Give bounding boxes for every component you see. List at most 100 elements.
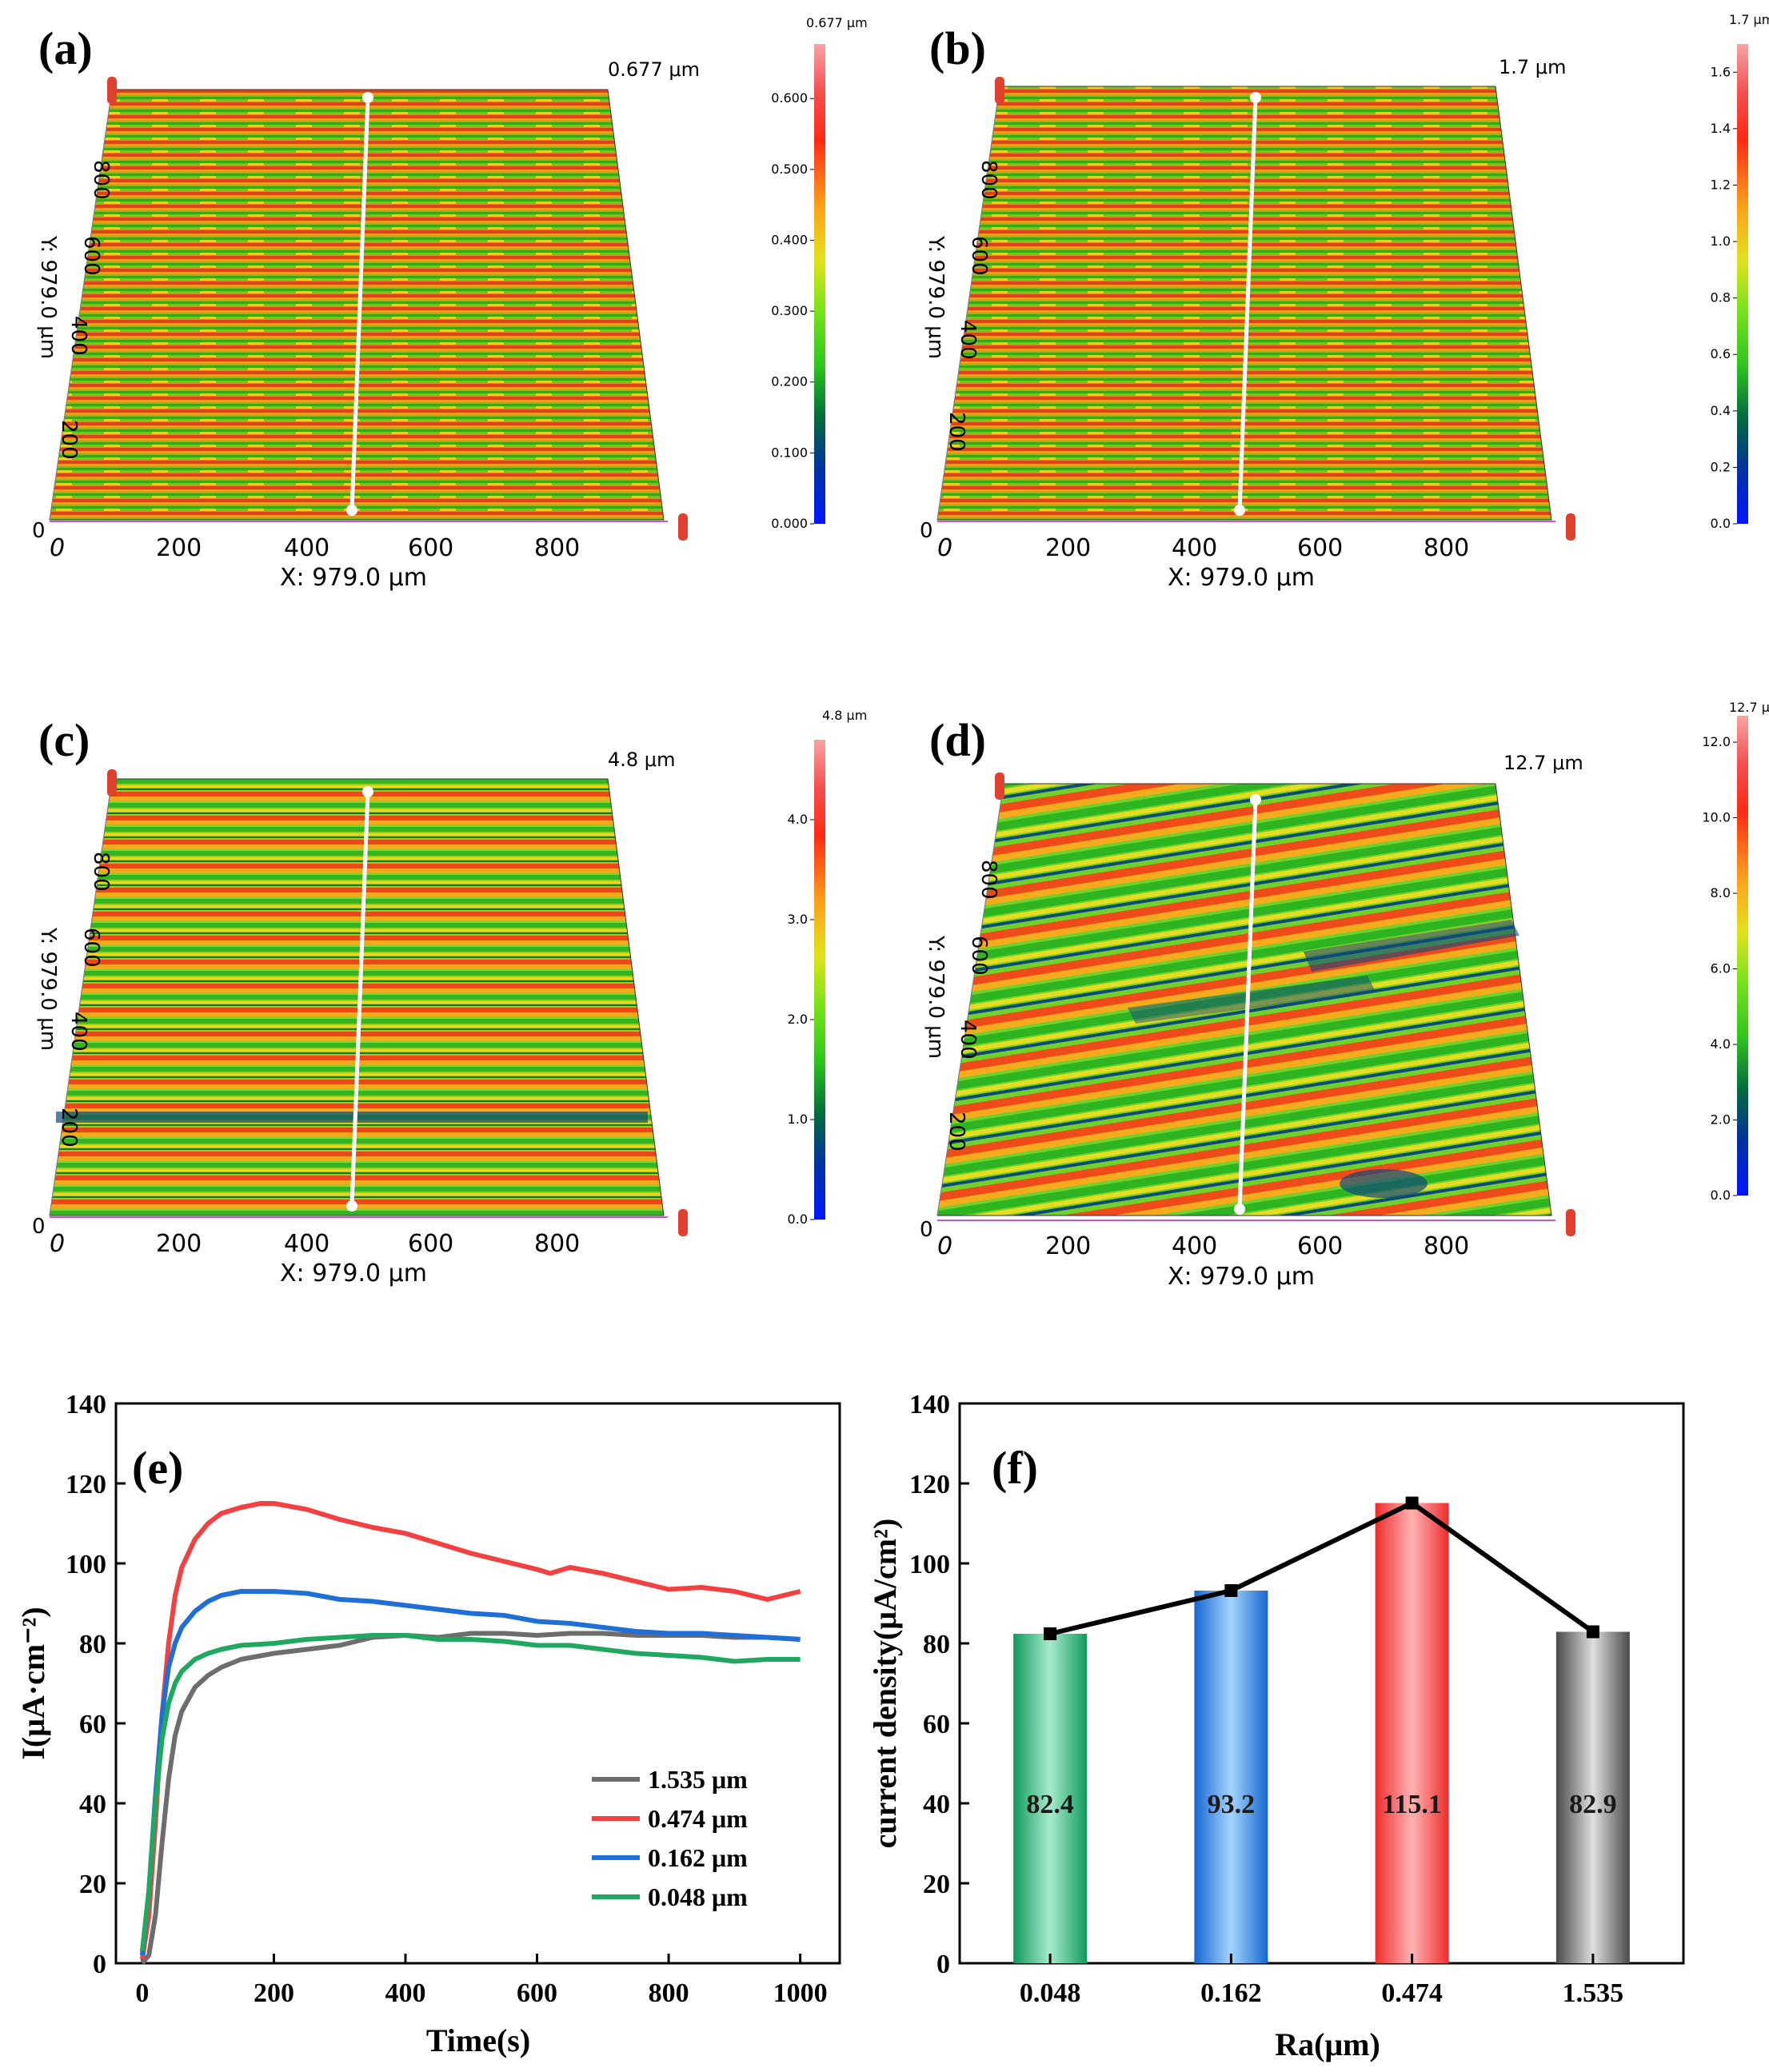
x-tick: 600: [408, 534, 453, 562]
y-axis-title-e: I(μA·cm⁻²): [15, 1607, 51, 1759]
y-tick-label: 0: [93, 1950, 106, 1979]
colorbar-tick-label: 3.0: [788, 912, 808, 927]
x-tick: 0: [937, 534, 952, 562]
y-tick-label: 60: [79, 1710, 106, 1739]
y-tick: 200: [57, 420, 81, 460]
colorbar-tick-label: 4.0: [1711, 1036, 1731, 1052]
x-tick: 400: [1172, 1232, 1217, 1260]
y-tick: 800: [89, 160, 113, 200]
y-tick: 200: [57, 1108, 81, 1148]
x-tick-label: 0: [135, 1978, 149, 2008]
legend-entry: 0.162 μm: [648, 1843, 748, 1872]
max-height-label-d: 12.7 μm: [1503, 752, 1583, 774]
x-tick-label: 0.048: [1020, 1978, 1081, 2008]
y-tick-label: 120: [909, 1470, 950, 1499]
x-axis-title-b: X: 979.0 μm: [1168, 564, 1315, 592]
colorbar-top-label-d: 12.7 μm: [1729, 700, 1769, 715]
y-tick: 600: [79, 928, 103, 968]
x-axis-title-a: X: 979.0 μm: [280, 564, 427, 592]
bar-value-label: 93.2: [1208, 1790, 1256, 1819]
bar-0.162: [1194, 1591, 1268, 1963]
bar-value-label: 115.1: [1382, 1790, 1442, 1819]
colorbar-tick-label: 0.8: [1711, 290, 1731, 305]
colorbar-tick-label: 0.100: [771, 445, 808, 460]
profile-line-a: [349, 97, 370, 511]
x-tick: 200: [156, 1230, 202, 1258]
x-tick: 0: [50, 534, 65, 562]
colorbar-tick-label: 4.0: [788, 812, 808, 827]
panel-label-e: (e): [132, 1442, 183, 1494]
colorbar-tick-label: 0.000: [771, 516, 808, 531]
corner-marker: [107, 769, 117, 796]
profile-line-b: [1237, 97, 1258, 511]
panel-label-c: (c): [38, 714, 90, 766]
trend-marker: [1405, 1496, 1419, 1510]
x-tick: 0: [937, 1232, 952, 1260]
corner-marker: [1566, 513, 1575, 541]
bar-0.474: [1375, 1503, 1449, 1963]
colorbar-top-label-a: 0.677 μm: [806, 15, 868, 30]
y-tick: 600: [967, 936, 991, 976]
x-axis-title-c: X: 979.0 μm: [280, 1260, 427, 1288]
colorbar-tick-label: 0.500: [771, 162, 808, 177]
panel-label-d: (d): [929, 714, 986, 766]
corner-marker: [1566, 1209, 1575, 1236]
surface-panel-d: (d) 12.7 μm 0 200 400 600 800 X: 979.0 μ…: [920, 700, 1769, 1291]
y-tick-label: 0: [936, 1950, 950, 1979]
y-tick: 400: [66, 316, 90, 356]
y-tick: 200: [944, 412, 968, 452]
series-line-0: [140, 1631, 801, 1965]
colorbar-tick-label: 0.0: [1711, 1188, 1731, 1203]
y-axis-d: 0 200 400 600 800 Y: 979.0 μm: [920, 860, 1000, 1242]
colorbar-tick-label: 6.0: [1711, 961, 1731, 976]
colorbar-tick-label: 1.4: [1711, 121, 1731, 136]
series-line-2: [139, 1589, 801, 1956]
colorbar-tick-label: 8.0: [1711, 885, 1731, 900]
x-tick: 800: [534, 1230, 580, 1258]
surface-pit: [1340, 1169, 1428, 1198]
x-axis-b: 0 200 400 600 800 X: 979.0 μm: [937, 534, 1469, 592]
x-tick: 800: [534, 534, 580, 562]
profile-line-c: [349, 791, 370, 1207]
y-tick-label: 80: [923, 1630, 950, 1659]
y-axis-title-b: Y: 979.0 μm: [924, 235, 948, 359]
x-axis-a: 0 200 400 600 800 X: 979.0 μm: [50, 534, 580, 592]
corner-marker: [995, 773, 1004, 800]
x-tick: 200: [1045, 1232, 1091, 1260]
colorbar-tick-label: 0.6: [1711, 346, 1731, 361]
x-tick: 800: [1424, 1232, 1469, 1260]
trend-marker: [1586, 1625, 1599, 1639]
y-tick: 600: [79, 236, 103, 276]
y-tick: 200: [944, 1112, 968, 1152]
x-tick-label: 600: [517, 1978, 557, 2008]
y-tick-label: 80: [79, 1630, 106, 1659]
surface-panel-c: (c) 4.8 μm 0 200 400 600 800 X: 979.0 μm…: [32, 708, 867, 1288]
y-axis-c: 0 200 400 600 800 Y: 979.0 μm: [32, 852, 113, 1239]
colorbar-b: 1.7 μm 0.0 0.2 0.4 0.6 0.8 1.0 1.2 1.4 1.6: [1711, 12, 1769, 531]
y-tick-label: 60: [923, 1710, 950, 1739]
x-axis-title-e: Time(s): [426, 2022, 530, 2058]
y-tick-label: 140: [909, 1390, 950, 1419]
bar-value-label: 82.9: [1569, 1790, 1617, 1819]
colorbar-d: 12.7 μm 0.0 2.0 4.0 6.0 8.0 10.0 12.0: [1702, 700, 1769, 1203]
y-tick-label: 100: [909, 1550, 950, 1579]
colorbar-a: 0.677 μm 0.000 0.100 0.200 0.300 0.400 0.500 0…: [771, 15, 867, 531]
y-tick: 400: [66, 1012, 90, 1052]
colorbar-tick-label: 1.6: [1711, 64, 1731, 79]
x-tick-label: 800: [649, 1978, 689, 2008]
panel-label-f: (f): [992, 1442, 1038, 1494]
x-tick-label: 400: [385, 1978, 426, 2008]
colorbar-tick-label: 0.2: [1711, 459, 1731, 474]
x-tick: 200: [1045, 534, 1091, 562]
legend-entry: 0.474 μm: [648, 1804, 748, 1833]
trend-marker: [1224, 1584, 1238, 1597]
colorbar-tick-label: 1.0: [788, 1112, 808, 1127]
colorbar-tick-label: 1.0: [1711, 234, 1731, 249]
plot-frame-e: [114, 1402, 841, 1965]
y-tick-label: 100: [66, 1550, 106, 1579]
trend-line: [1049, 1500, 1595, 1636]
colorbar-tick-label: 0.200: [771, 374, 808, 389]
y-axis-title-c: Y: 979.0 μm: [36, 927, 60, 1051]
colorbar-tick-label: 0.0: [788, 1212, 808, 1227]
